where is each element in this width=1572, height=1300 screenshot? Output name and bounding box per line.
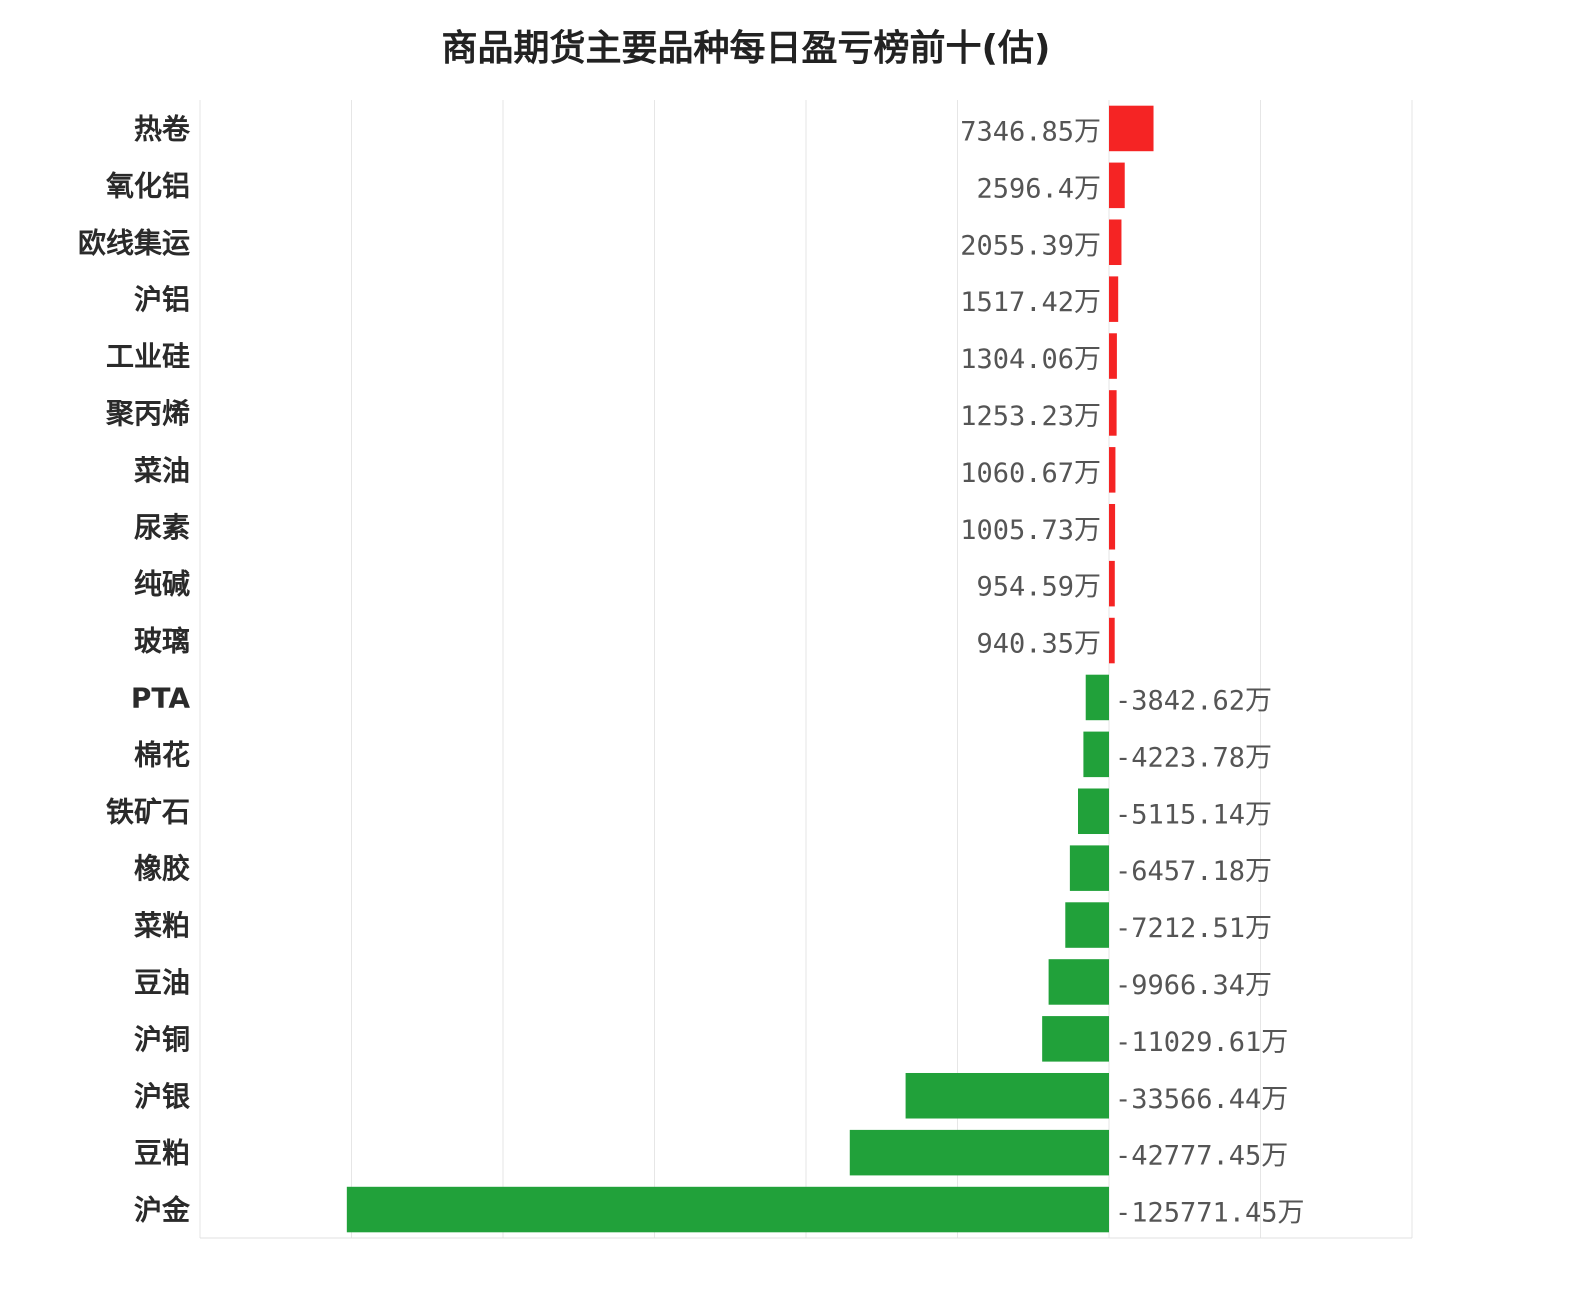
bar (1078, 788, 1109, 835)
bar (1109, 503, 1116, 550)
data-label: 1253.23万 (960, 401, 1101, 432)
bar (1109, 447, 1116, 493)
bar (1109, 105, 1154, 152)
data-label: 954.59万 (976, 572, 1101, 603)
bar (1083, 731, 1109, 778)
category-label: 菜油 (134, 454, 190, 487)
category-label: 热卷 (134, 112, 191, 145)
data-label: 7346.85万 (960, 116, 1101, 147)
bars (346, 105, 1154, 1233)
category-label: 欧线集运 (78, 226, 190, 259)
category-label: 豆油 (134, 966, 190, 999)
data-label: -42777.45万 (1115, 1141, 1288, 1172)
grid-lines (199, 100, 1413, 1239)
category-label: 工业硅 (106, 340, 190, 373)
category-label: 沪铜 (134, 1023, 190, 1056)
data-label: -7212.51万 (1115, 913, 1272, 944)
bar (1085, 674, 1109, 721)
data-label: -33566.44万 (1115, 1084, 1288, 1115)
category-label: 橡胶 (134, 852, 190, 885)
data-label: -4223.78万 (1115, 742, 1272, 773)
data-label: -6457.18万 (1115, 856, 1272, 887)
category-label: 豆粕 (134, 1137, 190, 1170)
data-label: -11029.61万 (1115, 1027, 1288, 1058)
bar (849, 1129, 1109, 1176)
category-label: PTA (131, 681, 190, 714)
bar (1048, 959, 1109, 1005)
category-label: 氧化铝 (106, 169, 190, 202)
category-label: 聚丙烯 (105, 397, 190, 430)
bar (1109, 390, 1117, 436)
category-label: 纯碱 (134, 568, 190, 601)
data-label: -9966.34万 (1115, 970, 1272, 1001)
bar (1109, 162, 1125, 209)
category-label: 菜粕 (134, 909, 190, 942)
bar (1109, 333, 1117, 379)
bar (1109, 276, 1119, 322)
value-labels: 7346.85万 2596.4万 2055.39万 1517.42万 1304.06万 1… (960, 116, 1304, 1228)
category-label: 尿素 (134, 511, 190, 544)
bar (1069, 845, 1109, 891)
data-label: 1060.67万 (960, 458, 1101, 489)
data-label: 2055.39万 (960, 230, 1101, 261)
data-label: 940.35万 (976, 629, 1101, 660)
data-label: 2596.4万 (976, 173, 1101, 204)
data-label: -3842.62万 (1115, 685, 1272, 716)
data-label: 1005.73万 (960, 515, 1101, 546)
category-label: 沪铝 (134, 283, 190, 316)
bar (1109, 560, 1115, 607)
bar (1065, 902, 1109, 948)
data-label: 1304.06万 (960, 344, 1101, 375)
bar (1109, 219, 1122, 266)
bar (1109, 617, 1115, 664)
category-label: 铁矿石 (106, 795, 190, 828)
category-label: 沪银 (134, 1080, 191, 1113)
category-label: 沪金 (134, 1194, 191, 1227)
bar (905, 1072, 1109, 1119)
category-label: 玻璃 (134, 625, 190, 658)
bar (346, 1186, 1109, 1233)
bar (1042, 1016, 1109, 1062)
chart-title: 商品期货主要品种每日盈亏榜前十(估) (442, 28, 1051, 69)
data-label: -125771.45万 (1115, 1198, 1305, 1229)
data-label: -5115.14万 (1115, 799, 1272, 830)
category-label: 棉花 (134, 738, 190, 771)
data-label: 1517.42万 (960, 287, 1101, 318)
